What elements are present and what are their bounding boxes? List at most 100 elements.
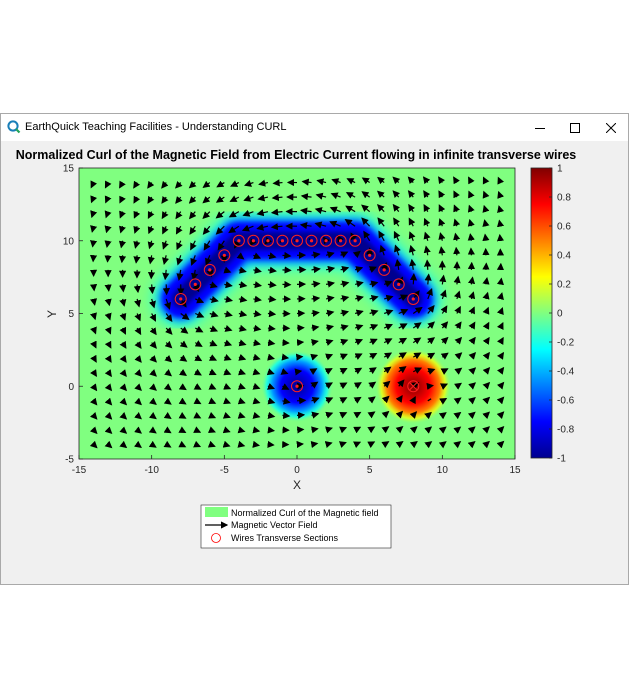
vector-arrow — [340, 280, 350, 288]
vector-arrow — [311, 324, 320, 332]
vector-arrow — [134, 355, 142, 363]
vector-arrow — [134, 397, 142, 406]
vector-arrow — [104, 440, 113, 449]
vector-arrow — [252, 411, 261, 419]
wire-marker — [320, 234, 333, 247]
vector-arrow — [311, 295, 321, 303]
vector-arrow — [377, 217, 385, 227]
vector-arrow — [482, 291, 490, 300]
title-bar[interactable]: EarthQuick Teaching Facilities - Underst… — [1, 114, 628, 141]
vector-arrow — [267, 295, 277, 303]
colorbar-tick-label: 0.8 — [557, 193, 571, 204]
vector-arrow — [267, 339, 276, 347]
vector-arrow — [412, 337, 422, 345]
vector-arrow — [367, 411, 376, 419]
minimize-button[interactable] — [522, 114, 557, 141]
vector-arrow — [361, 217, 371, 227]
vector-arrow — [104, 340, 112, 349]
vector-arrow — [190, 240, 197, 251]
wire-marker — [232, 234, 245, 247]
vector-arrow — [119, 426, 128, 434]
vector-arrow — [208, 411, 217, 419]
vector-arrow — [209, 310, 219, 318]
vector-arrow — [339, 353, 348, 361]
vector-arrow — [346, 178, 356, 185]
wire-marker — [334, 234, 347, 247]
vector-arrow — [393, 230, 401, 242]
vector-arrow — [497, 219, 505, 228]
legend-entry-curl: Normalized Curl of the Magnetic field — [231, 508, 379, 518]
vector-arrow — [163, 440, 172, 448]
vector-arrow — [238, 281, 248, 289]
vector-arrow — [193, 426, 202, 433]
vector-arrow — [104, 240, 112, 249]
vector-arrow — [119, 312, 127, 321]
vector-arrow — [222, 440, 231, 448]
vector-arrow — [339, 412, 348, 419]
vector-arrow — [175, 225, 183, 235]
vector-arrow — [310, 381, 319, 389]
vector-arrow — [424, 426, 433, 434]
vector-arrow — [90, 369, 98, 378]
vector-arrow — [468, 306, 475, 315]
vector-arrow — [162, 255, 170, 265]
x-tick-label: -10 — [144, 465, 159, 476]
vector-arrow — [438, 412, 447, 420]
colorbar-tick-label: -1 — [557, 454, 566, 465]
vector-arrow — [178, 383, 187, 391]
vector-arrow — [294, 368, 303, 376]
x-tick-label: 5 — [367, 465, 373, 476]
vector-arrow — [354, 280, 364, 288]
maximize-button[interactable] — [557, 114, 592, 141]
vector-arrow — [426, 287, 433, 300]
vector-arrow — [482, 351, 490, 360]
vector-arrow — [223, 368, 232, 376]
vector-arrow — [427, 337, 436, 345]
vector-arrow — [252, 440, 261, 448]
vector-arrow — [340, 338, 349, 346]
x-tick-label: 10 — [437, 465, 449, 476]
vector-arrow — [299, 207, 312, 215]
vector-arrow — [454, 367, 463, 375]
vector-arrow — [190, 255, 198, 266]
y-axis: -5 0 5 10 15 — [63, 164, 83, 466]
colorbar-tick-label: -0.4 — [557, 367, 575, 378]
vector-arrow — [282, 266, 292, 274]
vector-arrow — [468, 382, 477, 390]
vector-arrow — [363, 230, 371, 242]
vector-arrow — [89, 440, 98, 449]
vector-arrow — [104, 180, 112, 189]
vector-arrow — [147, 210, 155, 220]
close-button[interactable] — [593, 114, 628, 141]
vector-arrow — [90, 210, 98, 219]
vector-arrow — [354, 338, 364, 346]
vector-arrow — [482, 321, 490, 330]
vector-arrow — [119, 440, 128, 449]
vector-arrow — [237, 397, 246, 405]
vector-arrow — [90, 397, 98, 406]
vector-arrow — [104, 284, 112, 292]
vector-arrow — [367, 426, 376, 434]
vector-arrow — [222, 426, 231, 434]
vector-arrow — [393, 217, 401, 227]
vector-arrow — [482, 381, 491, 390]
vector-arrow — [175, 211, 183, 220]
vector-arrow — [422, 176, 431, 185]
vector-arrow — [238, 339, 247, 347]
vector-arrow — [454, 336, 463, 345]
vector-arrow — [354, 367, 363, 375]
colorbar-tick-label: 0.6 — [557, 222, 571, 233]
vector-arrow — [224, 295, 234, 303]
wire-marker-dot — [411, 297, 415, 301]
vector-arrow — [258, 179, 269, 187]
vector-arrow — [257, 194, 269, 202]
x-tick-label: -5 — [220, 465, 229, 476]
wire-marker — [218, 249, 231, 262]
vector-arrow — [345, 205, 356, 213]
vector-arrow — [238, 310, 248, 318]
app-logo-icon — [7, 120, 21, 134]
colorbar-tick-label: -0.8 — [557, 425, 575, 436]
vector-arrow — [353, 411, 362, 419]
wire-marker-dot — [179, 297, 183, 301]
vector-arrow — [178, 440, 187, 448]
